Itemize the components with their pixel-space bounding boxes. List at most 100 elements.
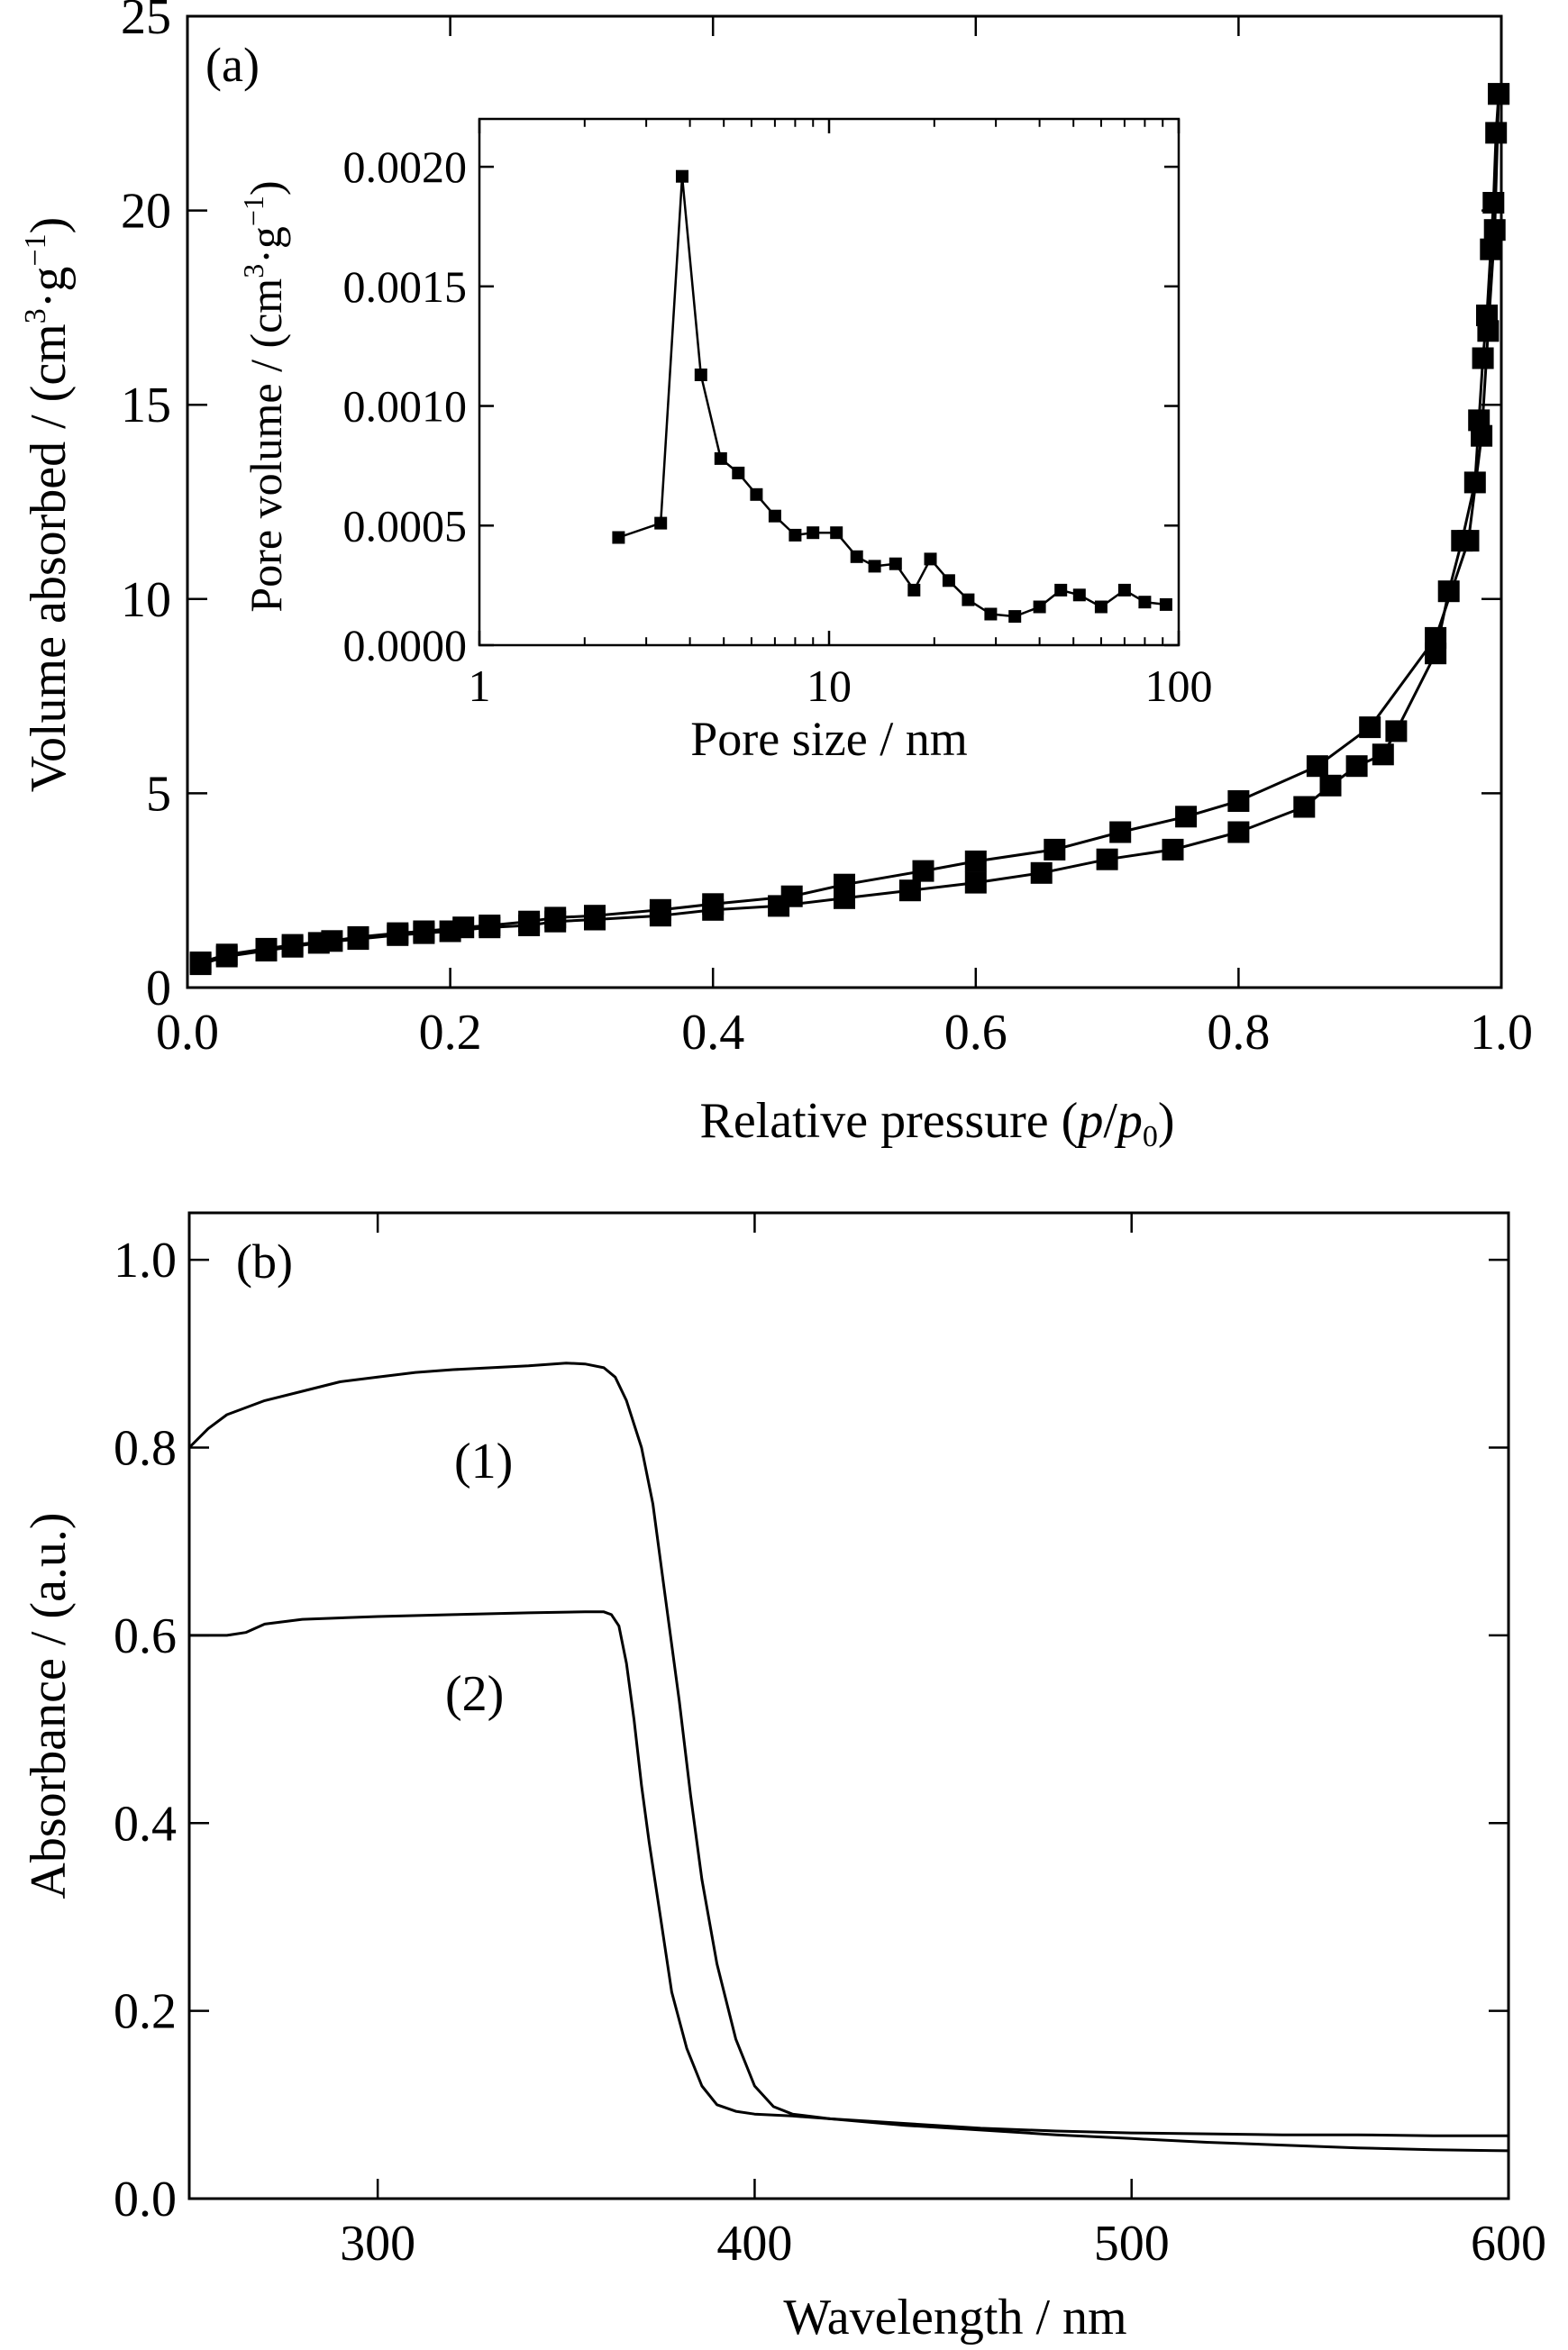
panel-b-y-axis-label: Absorbance / (a.u.) [21,1512,77,1899]
data-point [964,871,987,894]
panel-b: 300 400 500 600 0.0 0.2 0.4 0.6 0.8 1.0 (b) (1) (… [21,1211,1546,2345]
data-point [413,920,435,943]
data-point [1159,597,1172,611]
y-tick-label: 0.4 [114,1796,177,1852]
data-point [215,943,238,966]
panel-a-x-axis-label: Relative pressure (p/p0) [699,1093,1174,1153]
data-point [1480,238,1502,260]
data-point [1372,743,1394,766]
panel-b-label: (b) [236,1234,293,1289]
data-point [1227,790,1250,812]
data-point [1117,583,1131,597]
data-point [1472,347,1494,369]
panel-a-y-axis-label: Volume absorbed / (cm3·g−1) [19,217,77,792]
data-point [1094,600,1108,614]
inset-series [612,169,1172,624]
data-point [789,528,802,542]
x-tick-label: 1.0 [1470,1005,1533,1061]
data-point [1138,596,1152,609]
series-line-2 [189,1610,1509,2153]
data-point [1044,838,1066,861]
x-tick-label: 0.6 [944,1005,1007,1061]
series-2-label: (2) [445,1666,504,1722]
panel-b-x-axis-label: Wavelength / nm [783,2290,1126,2345]
data-point [649,898,671,921]
y-tick-label: 0.2 [114,1984,177,2040]
y-tick-label: 25 [121,0,171,45]
data-point [1488,83,1510,105]
data-point [518,910,541,933]
data-point [1385,720,1408,742]
data-point [676,169,688,183]
x-tick-label: 0.8 [1207,1005,1270,1061]
y-tick-label: 1.0 [114,1233,177,1289]
data-point [1030,861,1053,884]
y-tick-label: 0 [146,961,171,1016]
data-point [1109,821,1132,843]
series-line-1 [187,1362,1509,2137]
y-tick-label: 0.0005 [343,500,468,551]
data-point [1293,796,1316,818]
data-point [1425,626,1447,649]
y-tick-label: 0.0000 [343,620,468,670]
x-tick-label: 0.2 [419,1005,482,1061]
data-point [255,937,278,960]
data-point [750,487,763,501]
x-tick-label: 400 [716,2216,792,2272]
x-tick-label: 10 [807,660,852,711]
inset-y-axis-label: Pore volume / (cm3·g−1) [237,180,291,612]
y-tick-label: 0.8 [114,1421,177,1477]
y-tick-label: 0.0020 [343,141,468,192]
data-point [1008,610,1022,624]
y-tick-label: 0.0015 [343,261,468,312]
panel-a-label: (a) [205,38,260,92]
data-point [962,593,975,606]
y-tick-label: 15 [121,378,171,433]
data-point [189,952,212,973]
data-point [1162,838,1184,861]
panel-b-frame [187,1211,1510,2200]
inset-ticks: 1 10 100 0.0000 0.0005 0.0010 0.0015 0.0020 [343,119,1213,711]
data-point [612,531,625,544]
data-point [1482,192,1505,214]
panel-a-frame [186,14,1503,989]
data-point [1072,588,1086,602]
data-point [834,873,855,896]
data-point [912,860,934,882]
x-tick-label: 0.4 [681,1005,744,1061]
data-point [1345,755,1368,778]
x-tick-label: 600 [1471,2216,1546,2272]
data-point [942,574,955,588]
data-point [1319,774,1342,797]
data-point [780,885,803,907]
data-point [889,557,902,570]
x-tick-label: 1 [469,660,491,711]
data-point [907,583,921,597]
data-point [479,915,501,936]
data-point [1457,530,1480,552]
data-point [1483,219,1506,241]
inset-frame [478,117,1181,647]
panel-b-ticks: 300 400 500 600 0.0 0.2 0.4 0.6 0.8 1.0 [114,1213,1546,2272]
series-1-label: (1) [454,1434,513,1489]
y-tick-label: 10 [121,572,171,628]
data-point [321,930,343,952]
data-point [1359,716,1381,739]
data-point [868,560,881,573]
data-point [387,922,409,944]
data-point [924,552,937,566]
data-point [964,850,987,872]
panel-a-series [189,83,1510,976]
data-point [1306,755,1328,778]
data-point [452,916,475,939]
y-tick-label: 0.6 [114,1608,177,1664]
data-point [898,879,921,902]
data-point [850,550,863,563]
data-point [702,893,725,915]
data-point [714,451,727,465]
data-point [654,516,668,530]
data-point [768,509,781,523]
panel-b-series [187,1362,1509,2153]
data-point [1477,320,1500,342]
